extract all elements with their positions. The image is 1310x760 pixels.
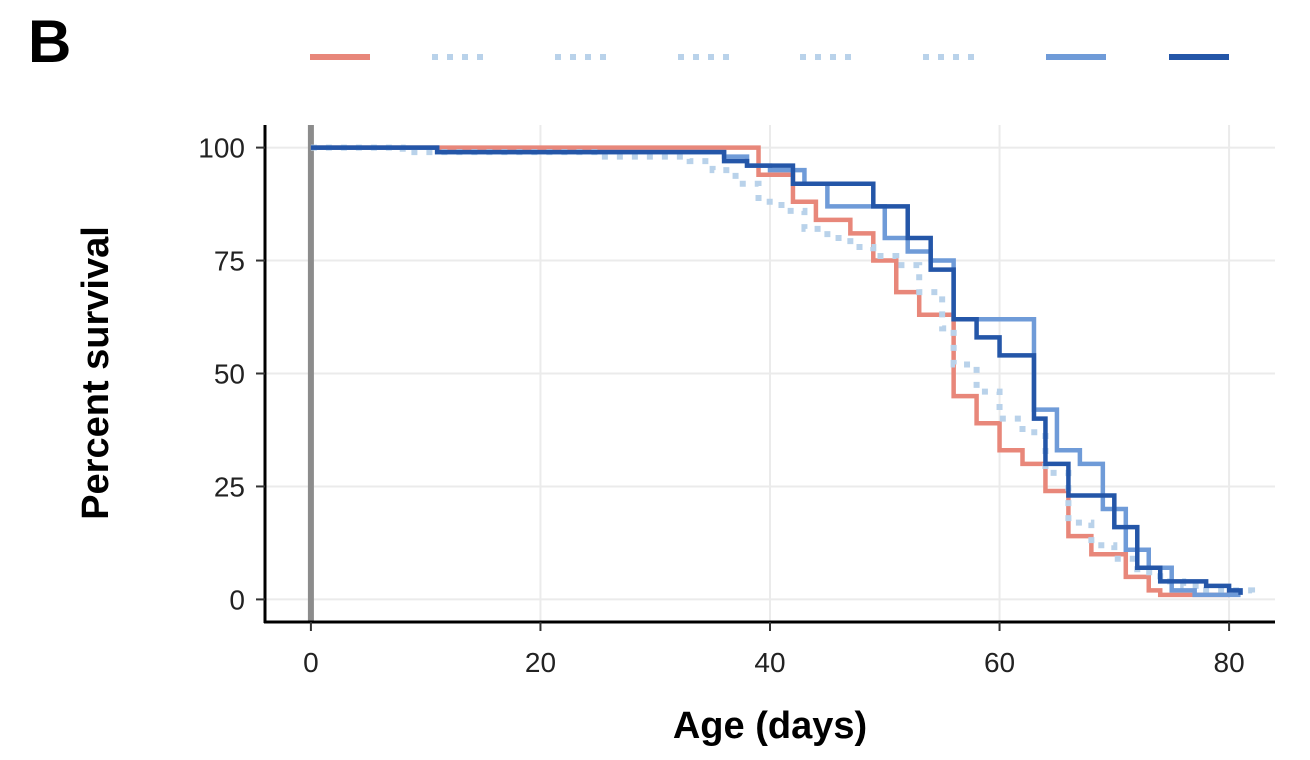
y-tick-label: 75 bbox=[214, 246, 245, 277]
panel-label: B bbox=[28, 8, 71, 75]
y-axis-title: Percent survival bbox=[75, 226, 117, 520]
series-line-1 bbox=[310, 145, 1230, 598]
series-group bbox=[310, 144, 1256, 600]
x-tick-label: 60 bbox=[984, 647, 1015, 678]
x-axis-title: Age (days) bbox=[673, 705, 867, 747]
x-tick-label: 40 bbox=[754, 647, 785, 678]
series-line-4 bbox=[310, 145, 1243, 595]
series-line-3 bbox=[310, 145, 1241, 598]
x-tick-label: 0 bbox=[303, 647, 319, 678]
x-tick-label: 80 bbox=[1214, 647, 1245, 678]
axes: 0 20 40 60 80 0 25 50 75 100 bbox=[198, 125, 1275, 678]
y-tick-label: 25 bbox=[214, 471, 245, 502]
x-tick-label: 20 bbox=[525, 647, 556, 678]
grid bbox=[265, 125, 1275, 622]
y-tick-label: 0 bbox=[229, 584, 245, 615]
y-tick-label: 50 bbox=[214, 359, 245, 390]
y-tick-label: 100 bbox=[198, 133, 245, 164]
